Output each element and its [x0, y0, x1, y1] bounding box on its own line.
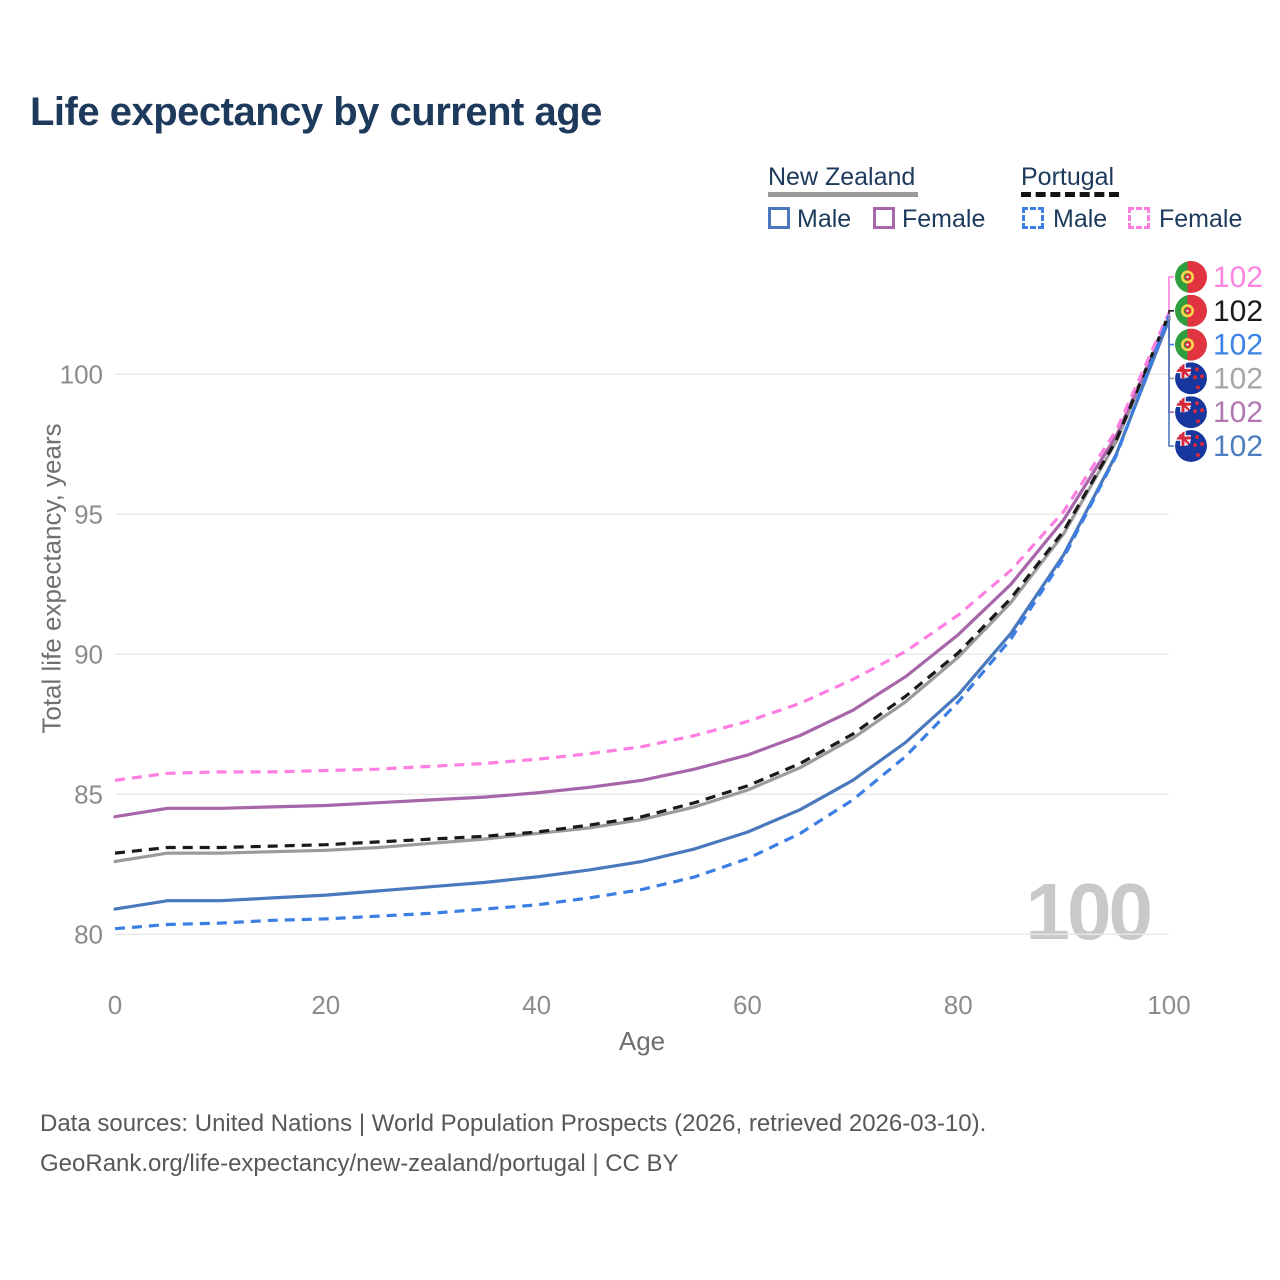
- legend-pt-male-label[interactable]: Male: [1053, 205, 1108, 233]
- series-line-nz-female[interactable]: [113, 316, 1171, 819]
- x-axis-title: Age: [618, 1026, 666, 1056]
- legend-group-portugal[interactable]: Portugal: [1021, 163, 1114, 192]
- end-value-label: 102: [1213, 329, 1263, 362]
- end-label-row-pt-female: 102: [1168, 261, 1263, 313]
- portugal-dashed-line-swatch: [1021, 192, 1119, 197]
- legend-nz-female-label[interactable]: Female: [902, 205, 986, 233]
- legend-swatch-pt-male-icon[interactable]: [1022, 207, 1044, 229]
- legend-portugal-label: Portugal: [1021, 163, 1115, 191]
- legend-swatch-nz-female-icon[interactable]: [873, 207, 895, 229]
- new-zealand-solid-line-swatch: [768, 192, 918, 197]
- series-line-nz-male[interactable]: [113, 318, 1171, 911]
- end-label-row-nz-male: 102: [1168, 319, 1263, 463]
- y-tick-label: 80: [74, 919, 103, 949]
- page-title: Life expectancy by current age: [30, 90, 602, 134]
- end-label-row-pt-both: 102: [1168, 294, 1263, 328]
- legend-pt-female-label[interactable]: Female: [1159, 205, 1243, 233]
- end-value-label: 102: [1213, 362, 1263, 395]
- end-value-label: 102: [1213, 430, 1263, 463]
- label-connector-line: [1168, 319, 1174, 447]
- legend-swatch-pt-female-icon[interactable]: [1128, 207, 1150, 229]
- label-connector-line: [1168, 310, 1174, 315]
- label-connector-line: [1168, 276, 1174, 313]
- series-line-pt-female[interactable]: [114, 312, 1171, 782]
- end-label-row-pt-male: 102: [1168, 315, 1263, 362]
- portugal-flag-icon: [1175, 294, 1207, 327]
- new-zealand-flag-icon: [1175, 430, 1207, 462]
- x-tick-label: 40: [522, 990, 551, 1020]
- x-tick-label: 80: [944, 990, 973, 1020]
- portugal-flag-icon: [1175, 328, 1207, 361]
- series-line-pt-male[interactable]: [114, 314, 1171, 931]
- portugal-flag-icon: [1175, 261, 1207, 293]
- x-tick-label: 0: [108, 990, 122, 1020]
- y-tick-label: 100: [60, 359, 103, 389]
- footer-data-sources: Data sources: United Nations | World Pop…: [40, 1110, 987, 1137]
- x-tick-label: 20: [311, 990, 340, 1020]
- end-value-label: 102: [1213, 295, 1263, 328]
- new-zealand-flag-icon: [1175, 396, 1207, 429]
- end-value-label: 102: [1213, 396, 1263, 429]
- legend-group-new-zealand[interactable]: New Zealand: [768, 163, 915, 192]
- x-tick-label: 100: [1147, 990, 1190, 1020]
- legend-swatch-nz-male-icon[interactable]: [768, 207, 790, 229]
- series-line-nz-both[interactable]: [113, 315, 1171, 864]
- legend-new-zealand-label: New Zealand: [768, 163, 916, 191]
- footer-attribution-link: GeoRank.org/life-expectancy/new-zealand/…: [40, 1150, 679, 1177]
- y-tick-label: 85: [74, 779, 103, 809]
- y-tick-label: 90: [74, 639, 103, 669]
- series-line-pt-both[interactable]: [114, 313, 1171, 855]
- legend-nz-male-label[interactable]: Male: [797, 205, 852, 233]
- end-value-label: 102: [1213, 261, 1263, 294]
- x-tick-label: 60: [733, 990, 762, 1020]
- new-zealand-flag-icon: [1175, 362, 1207, 395]
- age-counter-watermark: 100: [1025, 867, 1153, 956]
- y-tick-label: 95: [74, 499, 103, 529]
